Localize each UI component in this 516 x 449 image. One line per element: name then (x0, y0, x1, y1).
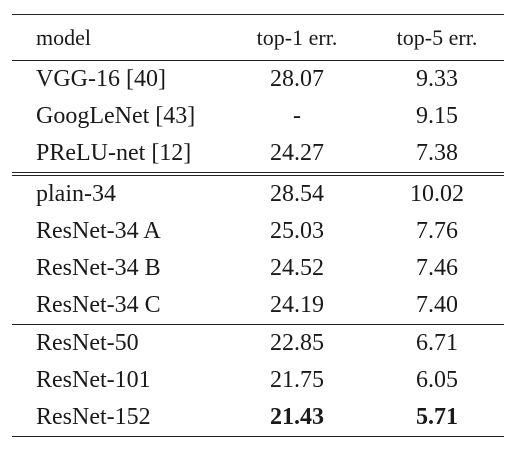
top5-error: 7.76 (416, 218, 458, 244)
top5-error: 7.38 (416, 140, 458, 166)
model-name: ResNet-101 (36, 367, 151, 393)
table-row: ResNet-34 C 24.19 7.40 (12, 287, 504, 325)
top5-error: 7.40 (416, 292, 458, 318)
model-name: ResNet-152 (12, 399, 224, 437)
model-name: PReLU-net [12] (36, 140, 192, 166)
top5-error: 6.71 (370, 324, 504, 362)
header-top5-error: top-5 err. (370, 14, 504, 61)
top1-error: 22.85 (224, 324, 370, 362)
table-row: PReLU-net [12] 24.27 7.38 (12, 135, 504, 174)
table-row: ResNet-101 21.75 6.05 (12, 362, 504, 399)
model-name: GoogLeNet [43] (36, 103, 196, 129)
top1-error: 28.07 (270, 66, 324, 92)
model-name: VGG-16 [40] (36, 66, 166, 92)
header-model: model (12, 14, 224, 61)
table-row: ResNet-50 22.85 6.71 (12, 324, 504, 362)
top5-error: 9.33 (416, 66, 458, 92)
top1-error: 21.75 (270, 367, 324, 393)
top5-error: 9.15 (416, 103, 458, 129)
top1-error: 25.03 (270, 218, 324, 244)
table-header: model top-1 err. top-5 err. (12, 14, 504, 61)
top5-error-best: 5.71 (370, 399, 504, 437)
table-row: ResNet-34 B 24.52 7.46 (12, 250, 504, 287)
table-row: plain-34 28.54 10.02 (12, 172, 504, 213)
top1-error-best: 21.43 (224, 399, 370, 437)
top5-error: 6.05 (416, 367, 458, 393)
top1-error: - (293, 103, 301, 129)
results-table: model top-1 err. top-5 err. VGG-16 [40] … (12, 14, 504, 437)
header-top1-error: top-1 err. (224, 14, 370, 61)
model-name: ResNet-34 C (36, 292, 161, 318)
table-row: GoogLeNet [43] - 9.15 (12, 98, 504, 135)
top5-error: 10.02 (370, 172, 504, 213)
top1-error: 24.19 (270, 292, 324, 318)
table-row: ResNet-152 21.43 5.71 (12, 399, 504, 437)
top1-error: 24.27 (270, 140, 324, 166)
model-name: ResNet-34 B (36, 255, 161, 281)
table-row: VGG-16 [40] 28.07 9.33 (12, 61, 504, 99)
top1-error: 28.54 (224, 172, 370, 213)
model-name: plain-34 (12, 172, 224, 213)
model-name: ResNet-50 (12, 324, 224, 362)
model-name: ResNet-34 A (36, 218, 161, 244)
top5-error: 7.46 (416, 255, 458, 281)
top1-error: 24.52 (270, 255, 324, 281)
table-body: VGG-16 [40] 28.07 9.33 GoogLeNet [43] - … (12, 61, 504, 437)
table-row: ResNet-34 A 25.03 7.76 (12, 213, 504, 250)
